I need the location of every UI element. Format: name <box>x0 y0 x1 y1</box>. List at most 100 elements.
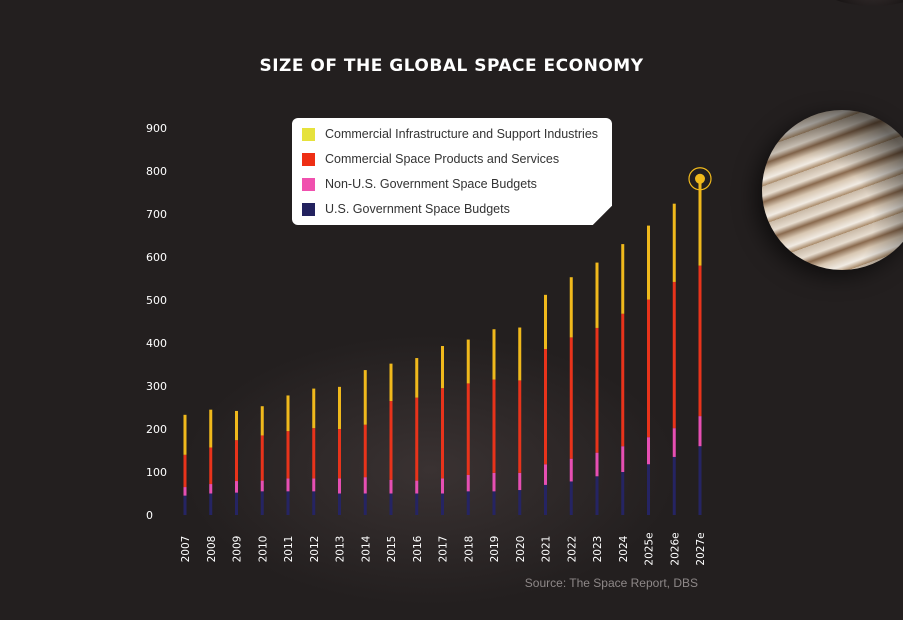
y-tick-label: 500 <box>146 294 167 307</box>
x-tick-label: 2007 <box>180 536 192 563</box>
bar-segment-us-government <box>441 493 444 515</box>
bar-segment-us-government <box>235 492 238 515</box>
bar-segment-non-us-government <box>698 416 702 447</box>
y-tick-label: 400 <box>146 337 167 350</box>
bar-segment-non-us-government <box>569 458 573 482</box>
legend-item-commercial-products: Commercial Space Products and Services <box>302 151 559 167</box>
bar-segment-commercial-infrastructure <box>415 358 419 398</box>
y-tick-label: 800 <box>146 165 167 178</box>
highlight-dot <box>695 173 705 184</box>
bar-segment-non-us-government <box>312 478 316 492</box>
y-tick-label: 700 <box>146 208 167 221</box>
legend-label: Commercial Infrastructure and Support In… <box>325 127 599 141</box>
bar-segment-us-government <box>647 464 650 515</box>
bar-segment-commercial-products <box>544 349 547 465</box>
bar-segment-commercial-infrastructure <box>621 244 625 314</box>
y-tick-label: 0 <box>146 509 153 522</box>
bar-segment-non-us-government <box>183 487 187 496</box>
bar-segment-commercial-products <box>235 440 238 482</box>
x-tick-label: 2017 <box>438 536 450 563</box>
bar-segment-non-us-government <box>338 478 341 494</box>
legend-item-us-government: U.S. Government Space Budgets <box>302 201 510 217</box>
bar-segment-commercial-infrastructure <box>672 203 676 282</box>
x-tick-label: 2014 <box>360 535 372 562</box>
bar-segment-commercial-infrastructure <box>260 406 264 436</box>
bar-segment-commercial-products <box>569 337 573 459</box>
y-tick-label: 600 <box>146 251 167 264</box>
y-tick-label: 900 <box>146 122 167 135</box>
bar-segment-commercial-infrastructure <box>595 262 599 328</box>
bar-segment-commercial-infrastructure <box>492 329 496 380</box>
x-tick-label: 2008 <box>206 536 218 563</box>
x-tick-label: 2022 <box>566 536 578 563</box>
bar-segment-commercial-products <box>672 281 676 429</box>
bar-segment-us-government <box>492 491 496 515</box>
bar-segment-us-government <box>621 472 625 515</box>
bar-segment-us-government <box>363 493 367 515</box>
bar-segment-us-government <box>672 456 676 515</box>
bar-segment-commercial-products <box>286 431 290 479</box>
bar-segment-commercial-infrastructure <box>338 386 341 429</box>
bar-segment-commercial-products <box>312 428 316 479</box>
bar-segment-commercial-infrastructure <box>286 395 290 432</box>
x-tick-label: 2023 <box>592 536 604 563</box>
chart-title: SIZE OF THE GLOBAL SPACE ECONOMY <box>259 56 644 76</box>
bar-segment-commercial-infrastructure <box>466 339 470 384</box>
y-tick-label: 300 <box>146 380 167 393</box>
source-note: Source: The Space Report, DBS <box>524 576 698 590</box>
x-tick-label: 2009 <box>232 536 244 563</box>
bar-segment-us-government <box>286 491 290 515</box>
x-tick-label: 2016 <box>412 535 424 562</box>
highlight-ring <box>688 167 712 191</box>
bar-segment-non-us-government <box>363 477 367 494</box>
x-tick-label: 2012 <box>309 536 321 563</box>
bar-segment-non-us-government <box>672 428 676 457</box>
bar-segment-commercial-infrastructure <box>569 277 573 338</box>
x-tick-label: 2013 <box>335 536 347 563</box>
legend-swatch <box>302 127 315 141</box>
legend-swatch <box>302 202 315 216</box>
bar-segment-us-government <box>544 484 547 515</box>
bar-segment-non-us-government <box>389 479 393 494</box>
bar-segment-non-us-government <box>492 472 496 492</box>
bar-segment-us-government <box>389 493 393 515</box>
bar-segment-commercial-products <box>415 397 419 481</box>
bar-segment-commercial-infrastructure <box>312 388 316 429</box>
bar-segment-commercial-infrastructure <box>518 327 522 381</box>
bar-segment-commercial-products <box>647 299 650 438</box>
x-tick-label: 2015 <box>386 536 398 563</box>
bar-segment-commercial-products <box>389 401 393 480</box>
bar-segment-commercial-products <box>441 388 444 479</box>
x-tick-label: 2021 <box>541 536 553 563</box>
bar-segment-non-us-government <box>518 472 522 491</box>
x-tick-label: 2019 <box>489 536 501 563</box>
bar-segment-commercial-products <box>338 429 341 479</box>
bar-segment-commercial-products <box>698 265 702 417</box>
bar-segment-us-government <box>209 493 213 515</box>
x-tick-label: 2025e <box>644 532 656 565</box>
bar-segment-commercial-infrastructure <box>647 225 650 300</box>
bar-segment-commercial-infrastructure <box>698 178 702 266</box>
bar-segment-non-us-government <box>286 478 290 492</box>
legend-item-commercial-infrastructure: Commercial Infrastructure and Support In… <box>302 126 598 142</box>
legend-label: Non-U.S. Government Space Budgets <box>325 177 537 191</box>
y-tick-label: 200 <box>146 423 167 436</box>
bar-segment-commercial-products <box>363 424 367 478</box>
bar-segment-us-government <box>569 481 573 515</box>
bar-segment-non-us-government <box>621 446 625 472</box>
bar-segment-us-government <box>595 476 599 515</box>
bar-segment-us-government <box>415 493 419 515</box>
bar-segment-non-us-government <box>647 437 650 465</box>
bar-segment-non-us-government <box>209 484 213 494</box>
bar-segment-us-government <box>183 495 187 515</box>
planet-decoration-top <box>818 0 903 6</box>
legend: Commercial Infrastructure and Support In… <box>292 118 612 225</box>
bar-segment-commercial-infrastructure <box>441 346 444 389</box>
x-tick-label: 2026e <box>669 532 681 565</box>
bar-segment-non-us-government <box>466 475 470 492</box>
bar-segment-commercial-infrastructure <box>389 363 393 402</box>
bar-segment-non-us-government <box>441 478 444 494</box>
legend-label: Commercial Space Products and Services <box>325 152 560 166</box>
bar-segment-us-government <box>518 490 522 515</box>
